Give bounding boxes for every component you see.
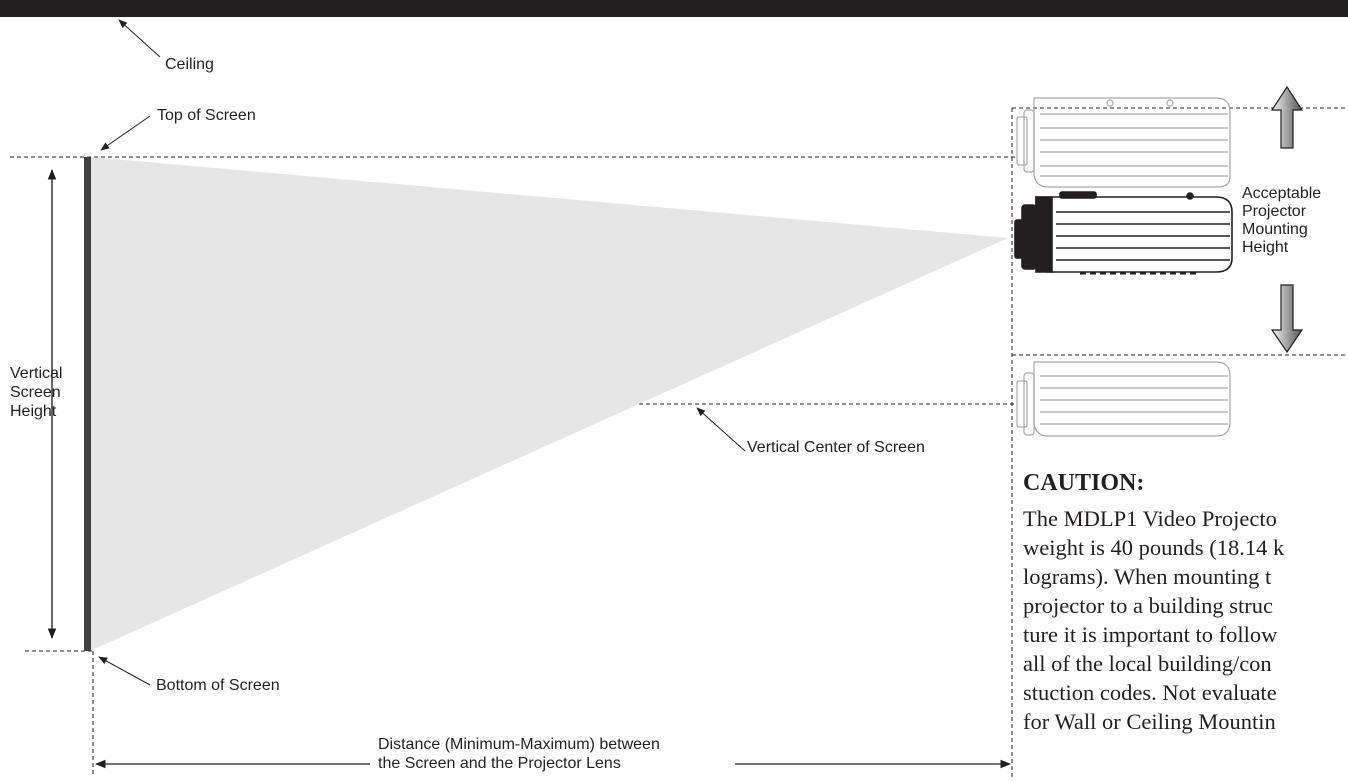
projection-screen — [84, 157, 91, 651]
projection-beam — [90, 157, 1008, 651]
caution-text: The MDLP1 Video Projecto weight is 40 po… — [1023, 506, 1285, 734]
projector-ghost-bottom — [1016, 361, 1231, 437]
caution-title: CAUTION: — [1023, 470, 1145, 496]
vertical-screen-height-label: Vertical Screen Height — [10, 365, 63, 420]
mount-down-arrow — [1270, 284, 1304, 354]
bottom-screen-leader — [98, 656, 151, 686]
ceiling-leader — [118, 19, 161, 58]
projector-ghost-top — [1016, 97, 1231, 188]
top-screen-leader — [100, 115, 151, 151]
bottom-of-screen-label: Bottom of Screen — [156, 677, 280, 694]
vertical-center-leader — [696, 407, 746, 452]
ceiling-label: Ceiling — [165, 56, 214, 73]
mount-up-arrow — [1270, 85, 1304, 149]
projector-main — [1014, 191, 1233, 275]
top-of-screen-label: Top of Screen — [157, 107, 256, 124]
distance-label: Distance (Minimum-Maximum) between the S… — [378, 736, 660, 772]
vertical-center-label: Vertical Center of Screen — [747, 439, 925, 456]
mounting-height-label: Acceptable Projector Mounting Height — [1242, 185, 1322, 256]
ceiling-bar — [0, 0, 1348, 17]
